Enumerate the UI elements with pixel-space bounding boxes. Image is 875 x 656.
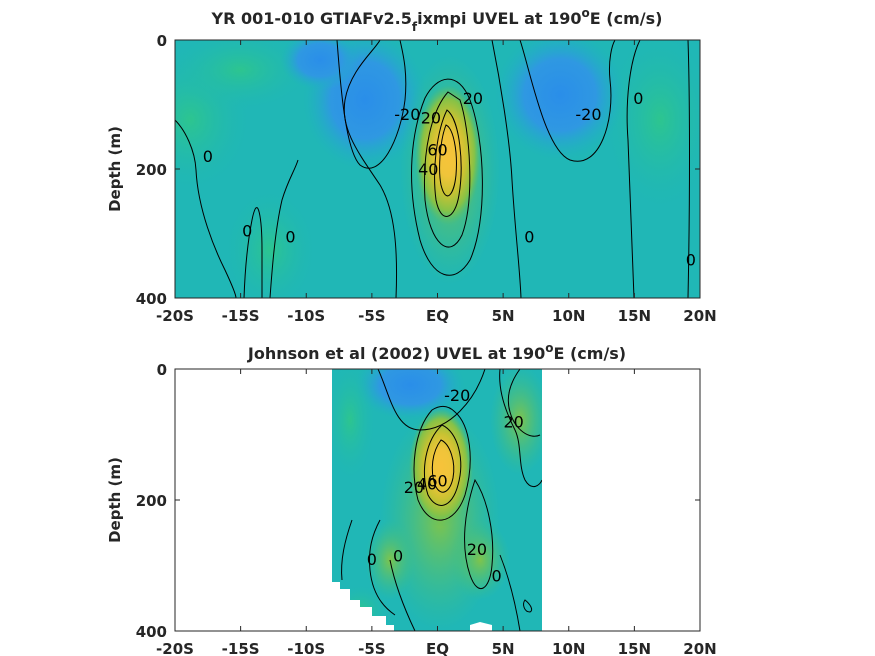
top-contour-line [434, 109, 462, 217]
bottom-y-axis-label: Depth (m) [106, 457, 124, 543]
top-heatmap-cell [495, 40, 625, 160]
top-contour-line [626, 40, 641, 298]
bottom-contour-line [499, 369, 542, 488]
top-contour-line [423, 91, 471, 248]
top-contour-line [336, 40, 407, 169]
bottom-contour-line [413, 406, 471, 521]
bottom-missing-data [332, 582, 394, 631]
x-tick-label: 15N [618, 307, 651, 325]
x-tick-label: 5N [492, 307, 515, 325]
x-tick-label: 5N [492, 640, 515, 656]
contour-label: 20 [503, 412, 523, 431]
contour-label: 20 [421, 108, 441, 127]
contour-label: 0 [367, 550, 377, 569]
contour-label: 0 [686, 250, 696, 269]
bottom-heatmap-cell [450, 520, 510, 600]
x-tick-label: -10S [287, 307, 325, 325]
bottom-contour-line [464, 478, 494, 590]
contour-label: 0 [285, 228, 295, 247]
bottom-title: Johnson et al (2002) UVEL at 190oE (cm/s… [247, 341, 626, 363]
y-tick-label: 0 [157, 361, 167, 379]
bottom-contour-line [424, 424, 462, 506]
contour-label: 0 [524, 228, 534, 247]
top-y-axis-label: Depth (m) [106, 126, 124, 212]
top-heatmap-cell [415, 85, 481, 225]
contour-label: 60 [427, 141, 447, 160]
bottom-contour-line [523, 599, 533, 613]
bottom-heatmap-cell [332, 369, 375, 480]
top-contours [175, 40, 690, 298]
top-x-ticks: -20S -15S -10S -5S EQ 5N 10N 15N 20N [156, 40, 717, 325]
y-tick-label: 0 [157, 32, 167, 50]
x-tick-label: -10S [287, 640, 325, 656]
y-tick-label: 400 [136, 290, 167, 308]
y-tick-label: 200 [136, 161, 167, 179]
x-tick-label: 20N [683, 307, 716, 325]
top-contour-line [687, 40, 690, 298]
contour-label: 0 [633, 89, 643, 108]
x-tick-label: -20S [156, 640, 194, 656]
x-tick-label: 10N [552, 640, 585, 656]
bottom-heatmap-cell [490, 369, 542, 475]
bottom-x-ticks: -20S -15S -10S -5S EQ 5N 10N 15N 20N [156, 369, 717, 656]
bottom-contour-line [369, 519, 396, 616]
bottom-contours [341, 369, 542, 631]
bottom-contour-line [341, 519, 353, 581]
contour-label: -20 [444, 386, 470, 405]
x-tick-label: -5S [358, 307, 385, 325]
top-panel: YR 001-010 GTIAFv2.5fixmpi UVEL at 190oE… [106, 6, 717, 325]
bottom-heatmap-cell [409, 407, 473, 527]
y-tick-label: 200 [136, 492, 167, 510]
x-tick-label: -15S [222, 307, 260, 325]
top-heatmap-cell [280, 40, 360, 90]
contour-label: -20 [394, 105, 420, 124]
x-tick-label: 10N [552, 307, 585, 325]
contour-label: 40 [418, 160, 438, 179]
x-tick-label: -20S [156, 307, 194, 325]
top-contour-line [343, 40, 398, 298]
bottom-contour-line [499, 554, 521, 631]
contour-label: 20 [467, 540, 487, 559]
top-contour-line [411, 78, 483, 276]
x-tick-label: -5S [358, 640, 385, 656]
contour-label: 0 [393, 547, 403, 566]
top-title: YR 001-010 GTIAFv2.5fixmpi UVEL at 190oE… [211, 6, 663, 34]
contour-label: 20 [463, 89, 483, 108]
top-heatmap-cell [225, 190, 315, 298]
contour-label: 0 [203, 147, 213, 166]
top-contour-line [491, 40, 522, 298]
contour-label: -20 [575, 105, 601, 124]
bottom-contour-line [507, 369, 541, 437]
top-contour-line [439, 124, 457, 197]
bottom-contour-line [431, 439, 455, 493]
bottom-panel: Johnson et al (2002) UVEL at 190oE (cm/s… [106, 341, 717, 656]
top-contour-line [243, 207, 263, 298]
x-tick-label: EQ [426, 307, 449, 325]
contour-label: 0 [242, 221, 252, 240]
bottom-heatmap [332, 369, 542, 631]
x-tick-label: EQ [426, 640, 449, 656]
contour-label: 20 [404, 478, 424, 497]
bottom-missing-data [470, 622, 492, 631]
x-tick-label: 20N [683, 640, 716, 656]
x-tick-label: 15N [618, 640, 651, 656]
contour-label: 0 [491, 566, 501, 585]
x-tick-label: -15S [222, 640, 260, 656]
y-tick-label: 400 [136, 623, 167, 641]
top-heatmap-cell [605, 40, 700, 210]
top-contour-line [269, 159, 299, 298]
top-contour-line [175, 119, 237, 298]
top-contour-line [519, 40, 616, 162]
top-heatmap-cell [175, 40, 310, 110]
bottom-contour-line [389, 559, 416, 631]
contour-label: 40 [417, 475, 437, 494]
contour-label: 60 [427, 471, 447, 490]
